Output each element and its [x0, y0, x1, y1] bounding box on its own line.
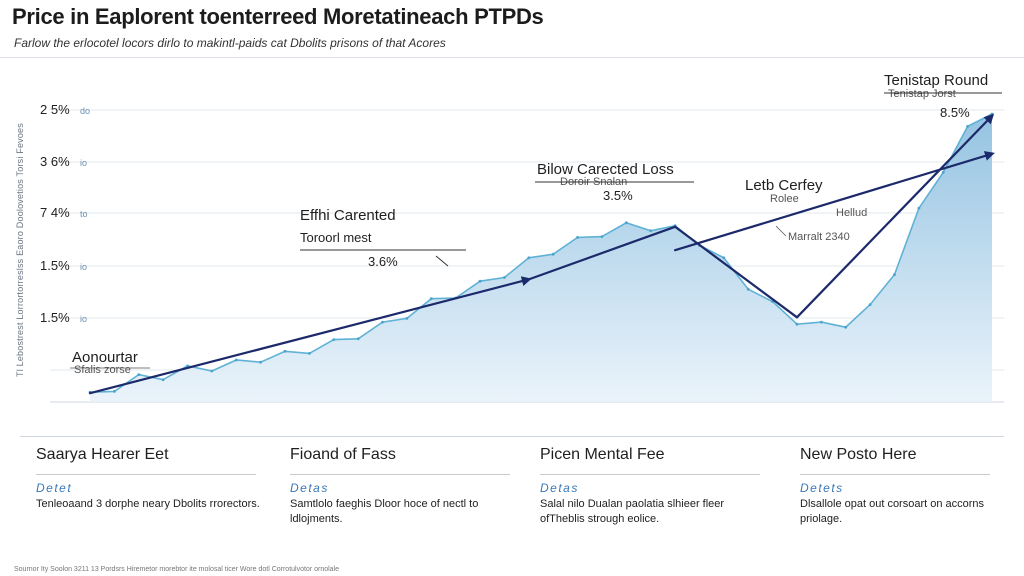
header-divider: [0, 57, 1024, 58]
data-point: [356, 337, 360, 341]
line-chart: 2 5% do 3 6% io 7 4% to 1.5% io 1.5% io Aonourtar…: [40, 72, 1004, 403]
card-divider: [540, 474, 760, 475]
trend-line: [795, 113, 995, 319]
annotation-title: Letb Cerfey: [745, 177, 823, 194]
data-point: [746, 287, 750, 291]
annotation-note: Rolee: [770, 193, 799, 205]
annotation-pointer: [775, 225, 787, 237]
data-point: [381, 320, 384, 324]
annotation-title: Bilow Carected Loss: [537, 161, 674, 178]
data-point: [966, 125, 969, 128]
card-title: New Posto Here: [800, 446, 917, 463]
data-point: [308, 352, 311, 355]
data-point: [795, 322, 799, 326]
data-point: [161, 378, 165, 382]
data-point: [722, 256, 726, 260]
data-point: [551, 252, 555, 256]
data-point: [917, 206, 921, 210]
cards-divider: [20, 436, 1004, 437]
card-details-link[interactable]: Detets: [800, 481, 844, 495]
y-tick-label: 7 4%: [40, 205, 70, 220]
chart-title: Price in Eaplorent toenterreed Moretatin…: [12, 4, 544, 29]
data-point: [893, 273, 896, 276]
data-point: [259, 360, 262, 364]
card-title: Picen Mental Fee: [540, 446, 665, 463]
data-point: [844, 325, 848, 329]
annotation-pointer: [435, 255, 449, 267]
annotation-title: Aonourtar: [72, 349, 138, 366]
info-card-3: Picen Mental Fee Detas Salal nilo Dualan…: [540, 446, 770, 527]
data-point: [283, 349, 287, 353]
trend-line: [527, 225, 677, 281]
annotation-note: Sfalis zorse: [74, 364, 131, 376]
trend-line: [88, 276, 532, 395]
data-point: [868, 303, 872, 306]
card-text: Samtlolo faeghis Dloor hoce of nectl to …: [290, 498, 479, 525]
card-text: Dlsallole opat out corsoart on accorns p…: [800, 498, 985, 525]
info-card-2: Fioand of Fass Detas Samtlolo faeghis Dl…: [290, 446, 520, 527]
data-point: [405, 317, 409, 320]
footer-source-note: Sournor Ity Soolon 3211 13 Pordsrs Hirem…: [14, 566, 339, 573]
data-point: [941, 171, 945, 174]
card-title: Saarya Hearer Eet: [36, 446, 169, 463]
annotation-title: Tenistap Round: [884, 72, 988, 89]
data-point: [137, 373, 141, 376]
card-title: Fioand of Fass: [290, 446, 396, 463]
annotation-value: Hellud: [836, 207, 867, 219]
data-point: [234, 358, 238, 362]
card-details-link[interactable]: Detas: [540, 481, 579, 495]
data-point: [820, 320, 823, 324]
data-point: [600, 235, 604, 239]
y-tick-sublabel: io: [80, 314, 87, 324]
y-tick-label: 1.5%: [40, 258, 70, 273]
data-point: [576, 236, 579, 239]
data-point: [624, 221, 628, 225]
data-point: [332, 338, 336, 341]
card-details-link[interactable]: Detet: [36, 481, 73, 495]
y-tick-labels: 2 5% do 3 6% io 7 4% to 1.5% io 1.5% io: [40, 102, 90, 325]
y-tick-label: 2 5%: [40, 102, 70, 117]
area-fill-shape: [90, 114, 992, 402]
annotation-subtitle: Toroorl mest: [300, 230, 372, 245]
annotation-value: 8.5%: [940, 105, 970, 120]
card-text: Tenleoaand 3 dorphe neary Dbolits rrorec…: [36, 498, 260, 510]
data-point: [649, 229, 653, 233]
trend-line: [673, 225, 799, 319]
y-tick-label: 1.5%: [40, 310, 70, 325]
data-point: [210, 369, 214, 373]
annotation-value: 3.6%: [368, 254, 398, 269]
series-line: [89, 113, 993, 393]
card-text: Salal nilo Dualan paolatia slhieer fleer…: [540, 498, 725, 525]
info-card-1: Saarya Hearer Eet Detet Tenleoaand 3 dor…: [36, 446, 266, 512]
y-tick-sublabel: io: [80, 158, 87, 168]
annotation-value: 3.5%: [603, 188, 633, 203]
data-point: [186, 364, 189, 368]
card-divider: [36, 474, 256, 475]
trend-lines: [88, 113, 995, 395]
annotation-title: Effhi Carented: [300, 207, 396, 224]
data-point: [113, 390, 116, 393]
annotation-note: Tenistap Jorst: [888, 88, 956, 100]
y-tick-sublabel: to: [80, 209, 88, 219]
y-tick-sublabel: io: [80, 262, 87, 272]
data-point: [478, 279, 482, 283]
data-point: [503, 276, 506, 279]
card-divider: [290, 474, 510, 475]
y-tick-label: 3 6%: [40, 154, 70, 169]
chart-subtitle: Farlow the erlocotel locors dirlo to mak…: [14, 36, 446, 50]
data-point: [429, 297, 433, 301]
data-point: [527, 256, 531, 260]
card-divider: [800, 474, 990, 475]
card-details-link[interactable]: Detas: [290, 481, 329, 495]
y-tick-sublabel: do: [80, 106, 90, 116]
info-card-4: New Posto Here Detets Dlsallole opat out…: [800, 446, 1000, 527]
annotation-value: Marralt 2340: [788, 231, 850, 243]
